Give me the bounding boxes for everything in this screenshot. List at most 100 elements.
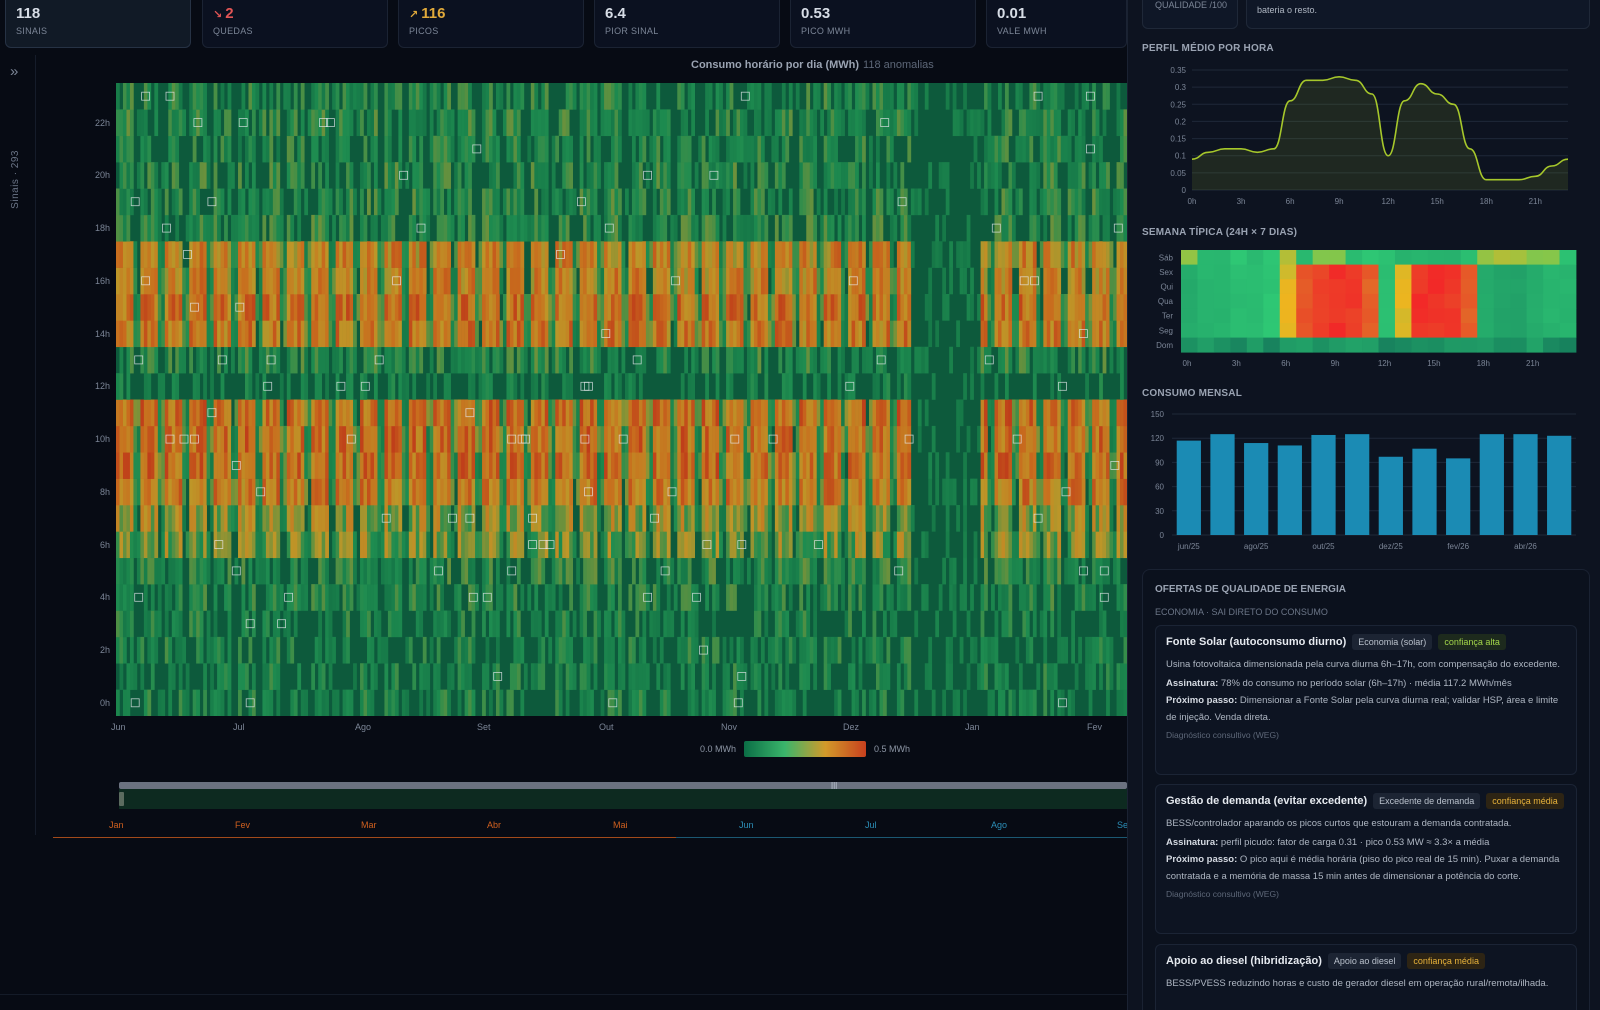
heatmap-cell [262,214,267,242]
heatmap-cell [903,636,908,664]
heatmap-cell [509,399,514,427]
heatmap-cell [1060,452,1065,479]
heatmap-cell [353,241,357,268]
heatmap-cell [830,399,835,427]
heatmap-cell [750,531,755,559]
heatmap-cell [618,689,622,716]
heatmap-cell [858,425,863,453]
heatmap-cell [461,505,465,532]
heatmap-cell [516,267,521,295]
heatmap-cell [360,557,364,585]
heatmap-cell [799,267,804,295]
heatmap-cell [408,294,413,321]
heatmap-cell [196,636,200,664]
heatmap-cell [767,478,772,506]
heatmap-cell [607,636,612,664]
kpi-vale-mwh[interactable]: 0.01 VALE MWH [986,0,1127,48]
anomaly-marker [1079,329,1088,339]
heatmap-cell [349,188,354,216]
heatmap-cell [677,320,682,348]
heatmap-cell [977,425,981,453]
heatmap-cell [450,267,455,295]
heatmap-cell [203,320,207,348]
heatmap-cell [963,83,967,110]
heatmap-cell [367,505,371,532]
heatmap-cell [1004,294,1009,321]
heatmap-cell [799,610,804,638]
heatmap-cell [496,83,500,110]
heatmap-cell [450,320,455,348]
heatmap-cell [1039,610,1044,638]
heatmap-cell [509,188,514,216]
heatmap-cell [534,610,539,638]
heatmap-cell [712,399,716,427]
heatmap-cell [279,294,284,321]
heatmap-cell [733,320,737,348]
heatmap-cell [489,83,493,110]
heatmap-cell [809,109,814,137]
heatmap-cell [1067,557,1072,585]
heatmap-cell [952,557,957,585]
heatmap-cell [733,663,737,690]
heatmap-cell [1008,399,1013,427]
heatmap-cell [422,557,427,585]
heatmap-cell [447,214,451,242]
kpi-pico-mwh[interactable]: 0.53 PICO MWH [790,0,976,48]
heatmap-cell [963,584,967,611]
heatmap-cell [1008,689,1013,716]
heatmap-cell [1095,505,1100,532]
heatmap-cell [998,241,1002,268]
heatmap-cell [837,636,842,664]
expand-chevron-icon[interactable]: » [10,63,19,80]
heatmap-cell [799,636,804,664]
heatmap-cell [572,425,577,453]
heatmap-cell [293,584,298,611]
heatmap-cell [579,425,584,453]
heatmap-cell [806,294,811,321]
heatmap-cell [489,557,493,585]
heatmap-cell [304,346,309,374]
heatmap-cell [440,478,445,506]
heatmap-cell [405,478,410,506]
heatmap-cell [272,294,277,321]
heatmap-cell [719,294,723,321]
heatmap-cell [698,425,702,453]
heatmap-cell [569,663,573,690]
heatmap-cell [499,83,504,110]
heatmap-cell [154,505,159,532]
heatmap-cell [987,346,992,374]
heatmap-cell [126,188,131,216]
heatmap-cell [1022,346,1027,374]
heatmap-cell [119,636,124,664]
kpi-quedas[interactable]: ↘ 2 QUEDAS [202,0,388,48]
heatmap-cell [175,241,180,268]
heatmap-cell [656,399,661,427]
heatmap-cell [436,584,441,611]
heatmap-cell [405,373,410,400]
heatmap-cell [900,689,905,716]
heatmap-cell [150,425,155,453]
heatmap-cell [586,636,591,664]
heatmap-cell [440,241,445,268]
heatmap-cell [279,505,284,532]
heatmap-cell [346,83,350,110]
heatmap-cell [464,162,469,189]
heatmap-cell [614,135,619,163]
heatmap-cell [652,505,657,532]
kpi-sinais[interactable]: 118 SINAIS [5,0,191,48]
heatmap-cell [272,663,277,690]
heatmap-chart[interactable] [116,83,1127,716]
heatmap-cell [1046,399,1051,427]
heatmap-cell [1036,399,1041,427]
heatmap-cell [217,531,221,559]
heatmap-cell [719,109,723,137]
heatmap-cell [952,689,957,716]
heatmap-cell [523,214,528,242]
heatmap-cell [799,188,804,216]
kpi-picos[interactable]: ↗ 116 PICOS [398,0,584,48]
heatmap-cell [412,531,417,559]
kpi-pior-sinal[interactable]: 6.4 PIOR SINAL [594,0,780,48]
heatmap-cell [520,320,525,348]
heatmap-cell [496,531,500,559]
heatmap-cell [1109,505,1114,532]
